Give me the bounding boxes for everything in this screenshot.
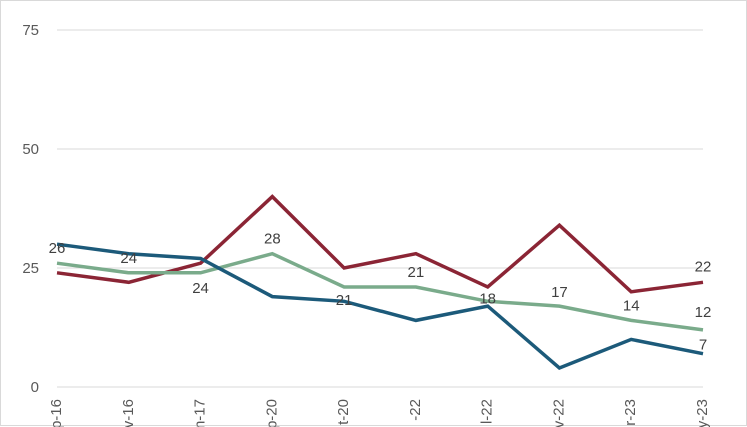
x-tick-label: r-23 — [622, 399, 639, 426]
x-tick-label: t-20 — [335, 399, 352, 425]
data-label: 14 — [623, 297, 640, 314]
x-tick-label: y-23 — [694, 399, 711, 427]
data-label: 22 — [695, 258, 712, 275]
y-tick-label: 75 — [22, 22, 39, 39]
data-label: 28 — [264, 231, 281, 248]
x-tick-label: n-17 — [192, 399, 209, 427]
x-tick-label: p-20 — [263, 399, 280, 427]
y-axis-ticks: 0 25 50 75 — [22, 22, 39, 396]
series-line-3 — [56, 242, 704, 371]
x-tick-label: -22 — [407, 399, 424, 421]
series-layer — [56, 194, 704, 371]
data-label: 24 — [120, 250, 137, 267]
data-label: 18 — [479, 290, 496, 307]
x-axis-ticks: p-16 v-16 n-17 p-20 t-20 -22 l-22 v-22 r-23 y-23 — [48, 399, 711, 427]
x-tick-label: l-22 — [479, 399, 496, 424]
data-label: 12 — [695, 304, 712, 321]
y-tick-label: 50 — [22, 141, 39, 158]
grid-layer — [57, 29, 703, 388]
y-tick-label: 25 — [22, 260, 39, 277]
data-label: 26 — [49, 240, 66, 257]
x-tick-label: v-16 — [120, 399, 137, 427]
y-tick-label: 0 — [31, 379, 39, 396]
series-line-1 — [56, 194, 704, 294]
data-label: 21 — [336, 292, 353, 309]
x-tick-label: v-22 — [550, 399, 567, 427]
data-label: 21 — [408, 264, 425, 281]
data-label: 17 — [551, 284, 568, 301]
data-label: 7 — [699, 337, 707, 354]
data-labels: 26 24 24 28 21 21 18 17 14 12 22 7 — [49, 231, 712, 354]
data-label: 24 — [192, 280, 209, 297]
series-line-2 — [56, 251, 704, 332]
x-tick-label: p-16 — [48, 399, 65, 427]
